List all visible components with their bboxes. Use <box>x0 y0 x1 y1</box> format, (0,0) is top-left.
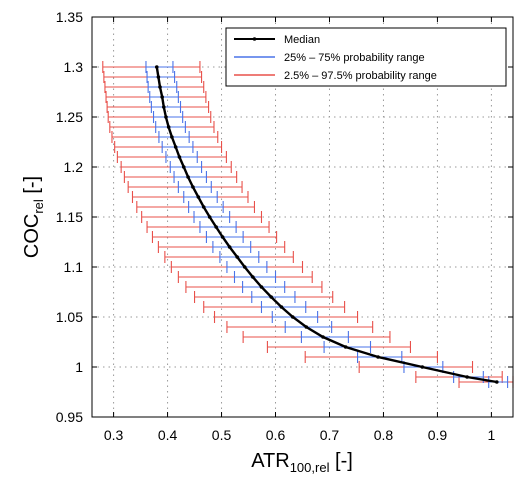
median-point <box>207 215 212 219</box>
x-tick-label: 0.7 <box>320 427 340 443</box>
iqr-error-bar <box>146 71 176 83</box>
iqr-error-bar <box>145 61 174 73</box>
y-axis-title-sub: rel <box>31 199 46 214</box>
x-axis-title-main: ATR <box>251 450 290 472</box>
legend-median-label: Median <box>284 34 320 46</box>
median-point <box>173 145 178 149</box>
iqr-error-bar <box>177 181 212 193</box>
legend-ci95-label: 2.5% – 97.5% probability range <box>284 70 437 82</box>
median-point <box>220 235 225 239</box>
median-point <box>154 65 159 69</box>
median-point <box>227 245 232 249</box>
iqr-error-bar <box>161 141 194 153</box>
x-axis-title-sub: 100,rel <box>290 460 330 475</box>
y-axis-title-main: COC <box>21 214 43 258</box>
median-point <box>269 295 273 299</box>
iqr-error-bar <box>199 221 237 233</box>
x-tick-label: 1 <box>488 427 496 443</box>
median-point <box>161 105 166 109</box>
median-point <box>290 315 295 319</box>
iqr-error-bar <box>149 91 179 103</box>
y-tick-label: 1 <box>75 359 83 375</box>
y-tick-label: 0.95 <box>56 409 83 425</box>
median-point <box>170 135 174 139</box>
y-tick-labels: 0.95 1 1.05 1.1 1.15 1.2 1.25 1.3 1.35 <box>56 9 83 425</box>
iqr-error-bar <box>226 261 268 273</box>
iqr-error-bar <box>242 281 286 293</box>
median-point <box>304 325 309 329</box>
x-tick-label: 0.5 <box>212 427 232 443</box>
iqr-error-bar <box>188 201 224 213</box>
y-axis-title-unit: [-] <box>21 176 43 199</box>
iqr-error-bar <box>193 211 231 223</box>
x-tick-labels: 0.3 0.4 0.5 0.6 0.7 0.8 0.9 1 <box>104 427 496 443</box>
x-axis-title-unit: [-] <box>329 450 352 472</box>
median-point <box>279 305 284 309</box>
median-point <box>495 380 499 384</box>
median-point <box>343 345 348 349</box>
y-tick-label: 1.3 <box>64 59 84 75</box>
median-point <box>181 165 186 169</box>
median-point <box>214 225 218 229</box>
y-tick-label: 1.05 <box>56 309 83 325</box>
legend: Median 25% – 75% probability range 2.5% … <box>225 27 507 87</box>
iqr-error-bar <box>233 271 277 283</box>
iqr-error-bar <box>260 301 307 313</box>
iqr-error-bar <box>212 241 252 253</box>
y-tick-label: 1.15 <box>56 209 83 225</box>
iqr-error-bar <box>205 231 244 243</box>
axes <box>91 16 514 418</box>
y-tick-label: 1.35 <box>56 9 83 25</box>
median-point <box>191 185 195 189</box>
median-point <box>259 285 264 289</box>
median-point <box>164 115 168 119</box>
iqr-error-bar <box>155 121 186 133</box>
y-tick-label: 1.2 <box>64 159 84 175</box>
iqr-error-bars <box>145 61 509 388</box>
iqr-error-bar <box>183 191 218 203</box>
median-point <box>158 85 162 89</box>
iqr-error-bar <box>147 81 178 93</box>
iqr-error-bar <box>158 131 190 143</box>
median-point <box>201 205 206 209</box>
iqr-error-bar <box>271 311 319 323</box>
median-point <box>420 365 425 369</box>
iqr-error-bar <box>219 251 260 263</box>
legend-iqr-label: 25% – 75% probability range <box>284 52 425 64</box>
median-point <box>177 155 182 159</box>
y-axis-title: COCrel [-] <box>21 176 46 258</box>
x-tick-label: 0.9 <box>428 427 448 443</box>
median-line <box>154 65 499 384</box>
iqr-error-bar <box>169 161 203 173</box>
median-point <box>160 95 164 99</box>
iqr-error-bar <box>251 291 296 303</box>
legend-median-dot <box>252 37 257 41</box>
iqr-error-bar <box>152 111 184 123</box>
median-point <box>376 355 380 359</box>
median-point <box>465 375 469 379</box>
iqr-error-bar <box>165 151 198 163</box>
median-point <box>251 275 255 279</box>
x-tick-label: 0.8 <box>374 427 394 443</box>
y-tick-label: 1.25 <box>56 109 83 125</box>
median-point <box>196 195 201 199</box>
x-axis-title: ATR100,rel [-] <box>251 450 353 475</box>
median-point <box>166 125 171 129</box>
x-tick-label: 0.3 <box>104 427 124 443</box>
median-point <box>321 335 325 339</box>
median-point <box>242 265 247 269</box>
axes-frame <box>91 16 514 418</box>
y-tick-label: 1.1 <box>64 259 84 275</box>
median-point <box>186 175 190 179</box>
iqr-error-bar <box>150 101 182 113</box>
x-tick-label: 0.6 <box>266 427 286 443</box>
iqr-error-bar <box>173 171 207 183</box>
median-point <box>235 255 239 259</box>
x-tick-label: 0.4 <box>158 427 178 443</box>
median-point <box>156 75 161 79</box>
